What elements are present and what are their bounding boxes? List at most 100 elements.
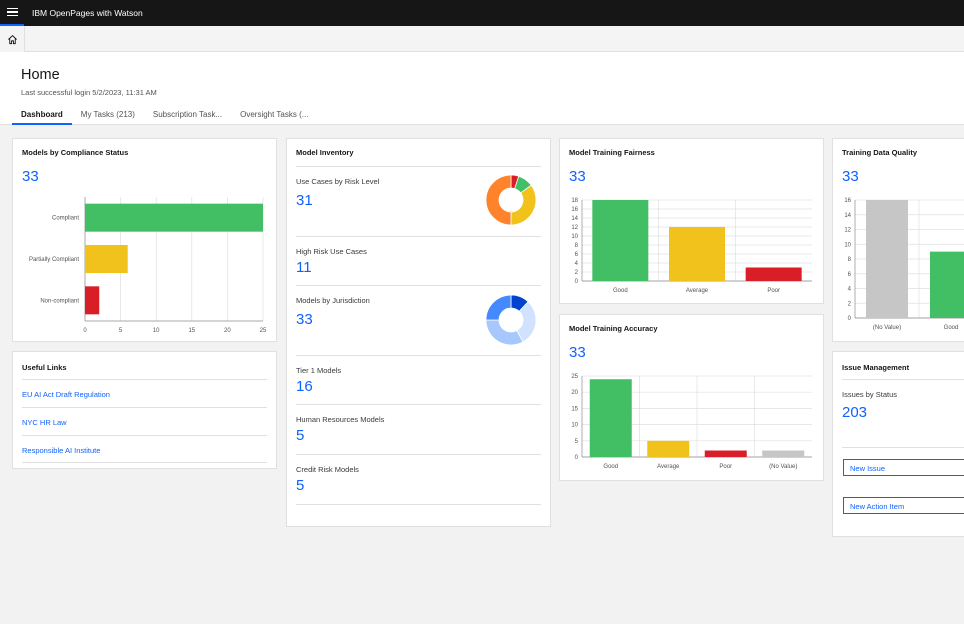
bar <box>589 379 632 457</box>
issues-total[interactable]: 203 <box>842 404 868 421</box>
x-tick-label: 10 <box>153 328 160 334</box>
bar <box>85 203 263 232</box>
inventory-value[interactable]: 5 <box>296 477 305 494</box>
divider <box>296 166 541 167</box>
divider <box>22 435 267 436</box>
compliance-title: Models by Compliance Status <box>22 148 129 157</box>
y-tick-label: 4 <box>575 261 579 267</box>
page-footer-area <box>0 548 964 624</box>
category-label: Good <box>603 464 618 470</box>
bar <box>85 286 100 315</box>
divider <box>296 504 541 505</box>
data-quality-total[interactable]: 33 <box>842 168 859 185</box>
category-label: Compliant <box>52 216 79 222</box>
inventory-value[interactable]: 11 <box>296 259 312 276</box>
inventory-label: Human Resources Models <box>296 415 385 424</box>
dashboard-tabs: Dashboard My Tasks (213) Subscription Ta… <box>12 108 317 125</box>
y-tick-label: 12 <box>844 228 851 234</box>
data-quality-title: Training Data Quality <box>842 148 918 157</box>
category-label: Poor <box>767 288 780 294</box>
home-icon <box>7 34 17 44</box>
category-label: (No Value) <box>769 464 797 470</box>
compliance-card: Models by Compliance Status 33 0 5 10 15 20 2… <box>12 138 277 342</box>
fairness-chart: 0 2 4 6 8 10 12 14 16 18 Good Average Poor <box>571 198 812 294</box>
compliance-chart: 0 5 10 15 20 25 Compliant Partially Compliant No… <box>29 197 267 334</box>
data-quality-card: Training Data Quality 33 0 2 4 6 8 10 12 14 16 (N… <box>832 138 964 342</box>
new-issue-button[interactable]: New Issue <box>843 459 964 476</box>
x-tick-label: 0 <box>83 328 87 334</box>
useful-links-title: Useful Links <box>22 363 67 372</box>
divider <box>842 447 964 448</box>
divider <box>22 379 267 380</box>
link-nyc-hr-law[interactable]: NYC HR Law <box>22 418 67 427</box>
divider <box>296 236 541 237</box>
x-tick-label: 20 <box>224 328 231 334</box>
divider <box>296 285 541 286</box>
x-tick-label: 15 <box>188 328 195 334</box>
divider <box>296 404 541 405</box>
y-tick-label: 12 <box>571 225 578 231</box>
category-label: Good <box>944 325 959 331</box>
inventory-value[interactable]: 31 <box>296 192 313 209</box>
inventory-label: High Risk Use Cases <box>296 247 367 256</box>
divider <box>296 454 541 455</box>
bar <box>592 200 649 281</box>
y-tick-label: 2 <box>848 301 852 307</box>
category-label: Non-compliant <box>40 298 79 304</box>
category-label: Poor <box>719 464 732 470</box>
link-eu-ai-act[interactable]: EU AI Act Draft Regulation <box>22 390 110 399</box>
divider <box>842 379 964 380</box>
fairness-title: Model Training Fairness <box>569 148 655 157</box>
jurisdiction-donut <box>485 294 537 346</box>
bar <box>762 450 805 457</box>
model-inventory-card: Model Inventory Use Cases by Risk Level … <box>286 138 551 527</box>
fairness-card: Model Training Fairness 33 0 2 4 6 8 10 12 14 16… <box>559 138 824 304</box>
fairness-total[interactable]: 33 <box>569 168 586 185</box>
tab-subscription-tasks[interactable]: Subscription Task... <box>152 110 223 119</box>
accuracy-card: Model Training Accuracy 33 0 5 10 15 20 25 Goo… <box>559 314 824 481</box>
bar <box>866 200 908 318</box>
inventory-value[interactable]: 16 <box>296 378 313 395</box>
y-tick-label: 25 <box>571 374 578 380</box>
divider <box>296 355 541 356</box>
y-tick-label: 5 <box>575 439 579 445</box>
inventory-value[interactable]: 33 <box>296 311 313 328</box>
y-tick-label: 10 <box>571 234 578 240</box>
tab-my-tasks[interactable]: My Tasks (213) <box>80 110 135 119</box>
divider <box>22 462 267 463</box>
y-tick-label: 14 <box>571 216 578 222</box>
inventory-label: Use Cases by Risk Level <box>296 177 380 186</box>
divider <box>22 407 267 408</box>
bar <box>669 227 725 281</box>
y-tick-label: 15 <box>571 406 578 412</box>
page-title: Home <box>21 67 60 83</box>
tab-dashboard[interactable]: Dashboard <box>12 108 72 125</box>
tab-oversight-tasks[interactable]: Oversight Tasks (... <box>240 110 309 119</box>
donut-slice <box>485 319 524 346</box>
compliance-total[interactable]: 33 <box>22 168 39 185</box>
issue-management-title: Issue Management <box>842 363 910 372</box>
accuracy-total[interactable]: 33 <box>569 344 586 361</box>
last-login-text: Last successful login 5/2/2023, 11:31 AM <box>21 88 157 97</box>
bar <box>930 251 964 318</box>
category-label: Partially Compliant <box>29 257 79 263</box>
bar <box>85 245 128 273</box>
y-tick-label: 6 <box>575 252 579 258</box>
y-tick-label: 16 <box>844 198 851 204</box>
donut-slice <box>485 174 512 226</box>
inventory-value[interactable]: 5 <box>296 427 305 444</box>
x-tick-label: 5 <box>119 328 123 334</box>
new-action-item-button[interactable]: New Action Item <box>843 497 964 514</box>
home-tab[interactable] <box>0 26 25 52</box>
y-tick-label: 2 <box>575 270 579 276</box>
risk-level-donut <box>485 174 537 226</box>
issue-management-card: Issue Management Issues by Status 203 Ne… <box>832 351 964 537</box>
y-tick-label: 20 <box>571 390 578 396</box>
page-header: Home Last successful login 5/2/2023, 11:… <box>0 52 964 125</box>
menu-icon[interactable] <box>0 0 24 26</box>
data-quality-chart: 0 2 4 6 8 10 12 14 16 (No Value) Good <box>844 198 964 331</box>
y-tick-label: 10 <box>844 242 851 248</box>
top-bar: IBM OpenPages with Watson <box>0 0 964 26</box>
inventory-title: Model Inventory <box>296 148 354 157</box>
link-responsible-ai[interactable]: Responsible AI Institute <box>22 446 101 455</box>
